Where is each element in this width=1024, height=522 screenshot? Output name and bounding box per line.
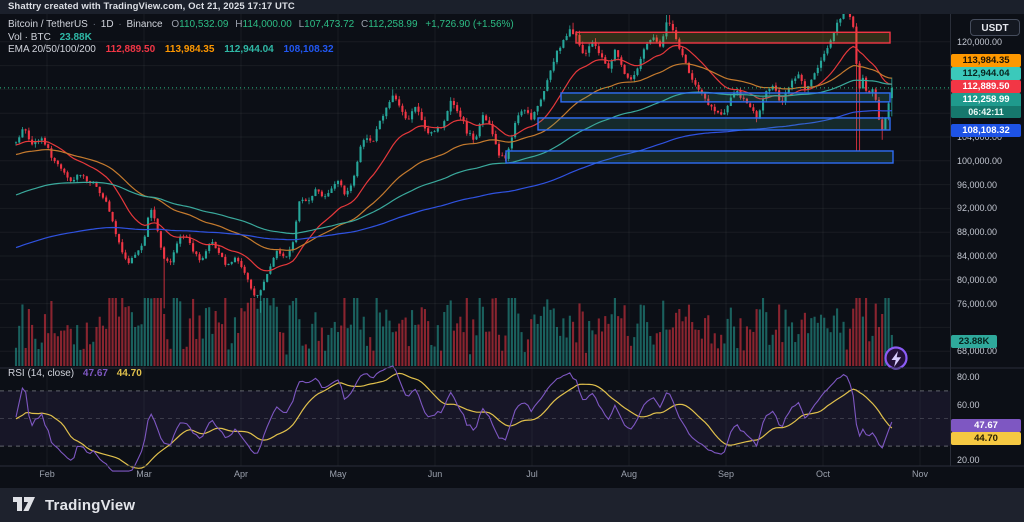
price-tick-label: 120,000.00 — [957, 36, 1003, 47]
rsi-value: 47.67 — [82, 368, 108, 379]
month-label-jun: Jun — [427, 469, 443, 479]
month-label-apr: Apr — [233, 469, 249, 479]
rsi-band — [0, 390, 950, 447]
exchange: Binance — [126, 19, 163, 30]
price-tick-label: 68,000.00 — [957, 346, 998, 357]
ema-lines — [15, 44, 892, 272]
ema50-value: 113,984.35 — [164, 44, 215, 55]
change-value: +1,726.90 (+1.56%) — [425, 19, 514, 30]
rsi-legend: RSI (14, close) 47.67 44.70 — [8, 368, 142, 379]
chart-canvas[interactable] — [0, 14, 1024, 488]
attribution-bar: Shattry created with TradingView.com, Oc… — [0, 0, 1024, 14]
ema-label: EMA 20/50/100/200 — [8, 44, 96, 55]
volume-value: 23.88K — [59, 31, 92, 43]
last-price-badge: 112,258.99 06:42:11 — [951, 93, 1021, 118]
month-label-oct: Oct — [815, 469, 831, 479]
rsi-tick-label: 80.00 — [957, 372, 980, 382]
price-tick-label: 96,000.00 — [957, 179, 998, 190]
month-label-feb: Feb — [39, 469, 55, 479]
rsi-ma-badge: 44.70 — [951, 432, 1021, 445]
symbol-row: Bitcoin / TetherUS · 1D · Binance O110,5… — [8, 19, 514, 30]
rsi-ma-line — [15, 372, 893, 469]
volume-label: Vol · BTC — [8, 31, 51, 43]
price-tick-label: 80,000.00 — [957, 274, 998, 285]
tradingview-brand[interactable]: TradingView — [45, 496, 136, 514]
price-tick-label: 100,000.00 — [957, 155, 1003, 166]
ema100-value: 112,944.04 — [224, 44, 274, 55]
price-tick-label: 76,000.00 — [957, 298, 998, 309]
last-price-value: 112,258.99 — [962, 94, 1010, 105]
ema20-price-badge: 112,889.50 — [951, 80, 1021, 93]
open-label: O — [171, 19, 180, 30]
ema100-line — [15, 79, 892, 235]
ema-row: EMA 20/50/100/200 112,889.50 113,984.35 … — [8, 44, 514, 57]
bar-countdown: 06:42:11 — [951, 106, 1021, 118]
rsi-ma-value: 44.70 — [116, 368, 142, 379]
main-legend: Bitcoin / TetherUS · 1D · Binance O110,5… — [8, 19, 514, 57]
timeframe[interactable]: 1D — [100, 19, 114, 30]
volume-histogram — [14, 298, 893, 366]
ema200-price-badge: 108,108.32 — [951, 124, 1021, 137]
supply-zone[interactable] — [575, 31, 891, 44]
currency-toggle-button[interactable]: USDT — [970, 19, 1020, 36]
rsi-label: RSI (14, close) — [8, 368, 75, 379]
low-label: L — [298, 19, 305, 30]
price-tick-label: 84,000.00 — [957, 251, 998, 261]
candlestick-series — [14, 14, 893, 313]
demand-zone-1[interactable] — [560, 92, 891, 103]
open-value: 110,532.09 — [179, 19, 229, 30]
price-tick-label: 92,000.00 — [957, 203, 998, 214]
month-label-mar: Mar — [136, 469, 152, 479]
low-value: 107,473.72 — [304, 19, 355, 30]
volume-badge: 23.88K — [951, 335, 997, 348]
rsi-tick-label: 20.00 — [957, 454, 980, 465]
lightning-icon — [884, 346, 908, 370]
ema20-line — [15, 44, 892, 272]
month-label-aug: Aug — [620, 469, 638, 479]
high-label: H — [235, 19, 243, 30]
volume-row: Vol · BTC 23.88K — [8, 32, 514, 45]
attribution-text: Shattry created with TradingView.com, Oc… — [8, 1, 295, 12]
price-tick-label: 104,000.00 — [957, 132, 1003, 142]
month-label-sep: Sep — [717, 469, 735, 479]
ema50-price-badge: 113,984.35 — [951, 54, 1021, 67]
month-label-jul: Jul — [526, 469, 538, 479]
month-label-may: May — [329, 469, 347, 479]
price-tick-label: 88,000.00 — [957, 227, 998, 238]
close-value: 112,258.99 — [368, 19, 418, 30]
ema200-value: 108,108.32 — [283, 44, 334, 55]
demand-zone-2[interactable] — [537, 117, 891, 131]
high-value: 114,000.00 — [242, 19, 292, 30]
rsi-value-badge: 47.67 — [951, 419, 1021, 432]
demand-zone-3[interactable] — [505, 150, 894, 164]
ema20-value: 112,889.50 — [105, 44, 156, 55]
tradingview-logo-icon[interactable] — [13, 497, 36, 513]
ema50-line — [15, 63, 892, 251]
rsi-tick-label: 60.00 — [957, 399, 980, 410]
close-label: C — [361, 19, 369, 30]
footer-bar: TradingView — [0, 488, 1024, 522]
month-label-nov: Nov — [911, 469, 929, 479]
rsi-line — [15, 365, 893, 472]
symbol-title[interactable]: Bitcoin / TetherUS — [8, 19, 88, 30]
ema100-price-badge: 112,944.04 — [951, 67, 1021, 80]
